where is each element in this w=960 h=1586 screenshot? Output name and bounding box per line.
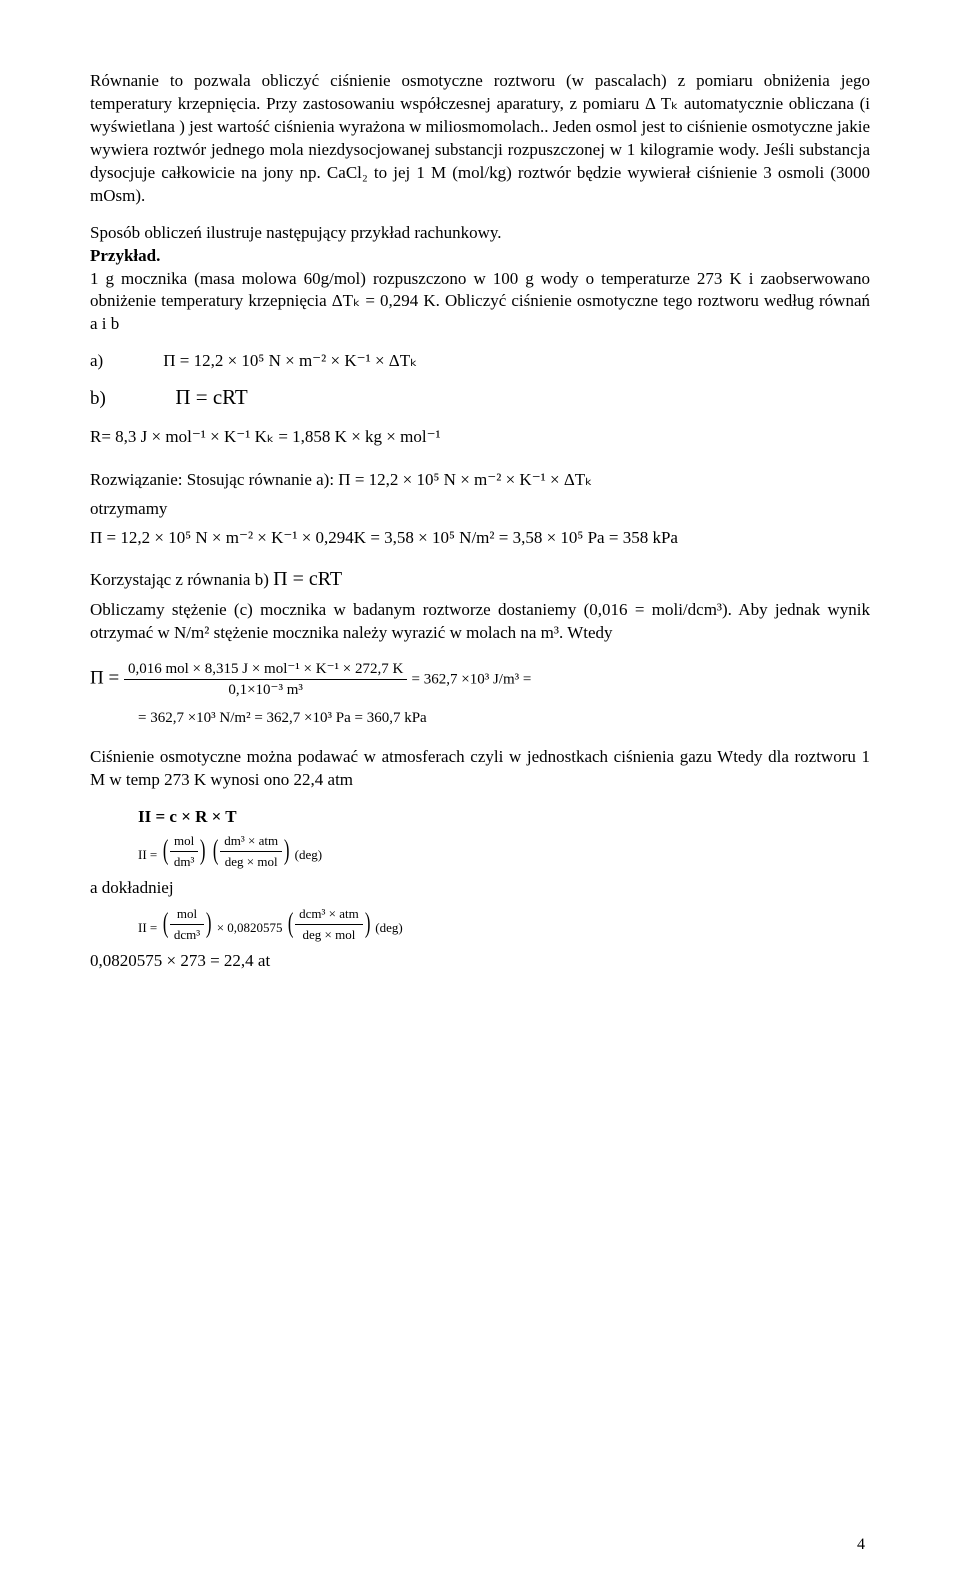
rozwiazanie-3: Π = 12,2 × 10⁵ N × m⁻² × K⁻¹ × 0,294K = … bbox=[90, 527, 870, 550]
przyklad-label: Przykład. bbox=[90, 245, 870, 268]
ii-main-eq: II = c × R × T bbox=[138, 806, 870, 829]
rozwiazanie-2: otrzymamy bbox=[90, 498, 870, 521]
eq-a: Π = 12,2 × 10⁵ N × m⁻² × K⁻¹ × ΔTₖ bbox=[163, 350, 417, 373]
rozwiazanie-1: Rozwiązanie: Stosując równanie a): Π = 1… bbox=[90, 469, 870, 492]
ii-prefix: II = bbox=[138, 847, 157, 862]
eq-crt: Π = cRT bbox=[273, 568, 342, 590]
cisnienie-para: Ciśnienie osmotyczne można podawać w atm… bbox=[90, 746, 870, 792]
eq-r: R= 8,3 J × mol⁻¹ × K⁻¹ Kₖ = 1,858 K × kg… bbox=[90, 426, 870, 449]
ii-frac2: dm³ × atm deg × mol bbox=[220, 831, 282, 871]
ii2-deg: (deg) bbox=[375, 920, 402, 935]
eq-b-label: b) bbox=[90, 388, 106, 409]
paragraph-3: 1 g mocznika (masa molowa 60g/mol) rozpu… bbox=[90, 268, 870, 337]
final-line: 0,0820575 × 273 = 22,4 at bbox=[90, 950, 870, 973]
obliczamy: Obliczamy stężenie (c) mocznika w badany… bbox=[90, 599, 870, 645]
ii-deg: (deg) bbox=[295, 847, 322, 862]
a-dokladniej: a dokładniej bbox=[90, 877, 870, 900]
ii2-mid: × 0,0820575 bbox=[217, 920, 283, 935]
fraction-result: = 362,7 ×10³ J/m³ = bbox=[412, 671, 532, 687]
eq-b: Π = cRT bbox=[175, 385, 247, 409]
ii2-prefix: II = bbox=[138, 920, 157, 935]
ii-frac1: mol dm³ bbox=[170, 831, 199, 871]
korzystajac: Korzystając z równania b) bbox=[90, 570, 273, 589]
paragraph-1: Równanie to pozwala obliczyć ciśnienie o… bbox=[90, 70, 870, 208]
eq-a-label: a) bbox=[90, 350, 103, 373]
ii2-frac2: dcm³ × atm deg × mol bbox=[295, 904, 363, 944]
ii2-frac1: mol dcm³ bbox=[170, 904, 204, 944]
para-sposob: Sposób obliczeń ilustruje następujący pr… bbox=[90, 222, 870, 245]
page-number: 4 bbox=[857, 1534, 865, 1556]
fraction-main: 0,016 mol × 8,315 J × mol⁻¹ × K⁻¹ × 272,… bbox=[124, 659, 407, 701]
fraction-line2: = 362,7 ×10³ N/m² = 362,7 ×10³ Pa = 360,… bbox=[138, 708, 870, 728]
